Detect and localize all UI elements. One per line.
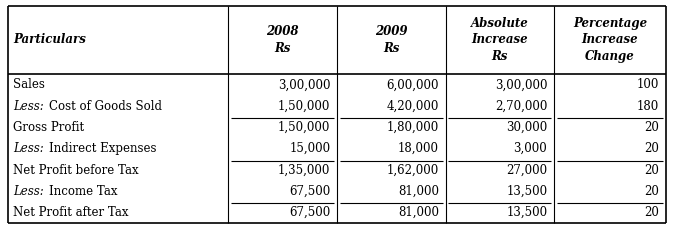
Text: 81,000: 81,000 bbox=[398, 185, 439, 198]
Text: 2,70,000: 2,70,000 bbox=[495, 100, 547, 113]
Text: Absolute: Absolute bbox=[471, 17, 528, 30]
Text: 27,000: 27,000 bbox=[506, 164, 547, 177]
Text: 180: 180 bbox=[637, 100, 659, 113]
Text: Rs: Rs bbox=[383, 41, 400, 55]
Text: 20: 20 bbox=[644, 142, 659, 155]
Text: Increase: Increase bbox=[582, 33, 638, 46]
Text: 4,20,000: 4,20,000 bbox=[386, 100, 439, 113]
Text: 1,50,000: 1,50,000 bbox=[278, 121, 330, 134]
Text: 20: 20 bbox=[644, 164, 659, 177]
Text: 20: 20 bbox=[644, 206, 659, 219]
Text: Less:: Less: bbox=[13, 185, 44, 198]
Text: 30,000: 30,000 bbox=[506, 121, 547, 134]
Text: Indirect Expenses: Indirect Expenses bbox=[49, 142, 156, 155]
Text: Less:: Less: bbox=[13, 100, 44, 113]
Text: Less:: Less: bbox=[13, 142, 44, 155]
Text: 81,000: 81,000 bbox=[398, 206, 439, 219]
Text: 2009: 2009 bbox=[375, 25, 408, 38]
Text: Gross Profit: Gross Profit bbox=[13, 121, 85, 134]
Text: Rs: Rs bbox=[491, 49, 508, 63]
Text: 1,80,000: 1,80,000 bbox=[387, 121, 439, 134]
Text: Change: Change bbox=[585, 49, 635, 63]
Text: 3,000: 3,000 bbox=[514, 142, 547, 155]
Text: Net Profit after Tax: Net Profit after Tax bbox=[13, 206, 129, 219]
Text: 1,35,000: 1,35,000 bbox=[278, 164, 330, 177]
Text: Income Tax: Income Tax bbox=[49, 185, 117, 198]
Text: 18,000: 18,000 bbox=[398, 142, 439, 155]
Text: 67,500: 67,500 bbox=[289, 185, 330, 198]
Text: 2008: 2008 bbox=[266, 25, 299, 38]
Text: Particulars: Particulars bbox=[13, 33, 86, 46]
Text: Rs: Rs bbox=[274, 41, 291, 55]
Text: 6,00,000: 6,00,000 bbox=[386, 78, 439, 91]
Text: 13,500: 13,500 bbox=[506, 206, 547, 219]
Text: Net Profit before Tax: Net Profit before Tax bbox=[13, 164, 139, 177]
Text: 100: 100 bbox=[637, 78, 659, 91]
Text: Sales: Sales bbox=[13, 78, 45, 91]
Text: Increase: Increase bbox=[472, 33, 528, 46]
Text: 1,50,000: 1,50,000 bbox=[278, 100, 330, 113]
Text: 20: 20 bbox=[644, 121, 659, 134]
Text: 67,500: 67,500 bbox=[289, 206, 330, 219]
Text: 20: 20 bbox=[644, 185, 659, 198]
Text: 15,000: 15,000 bbox=[289, 142, 330, 155]
Text: Cost of Goods Sold: Cost of Goods Sold bbox=[49, 100, 162, 113]
Text: 13,500: 13,500 bbox=[506, 185, 547, 198]
Text: Percentage: Percentage bbox=[573, 17, 647, 30]
Text: 3,00,000: 3,00,000 bbox=[278, 78, 330, 91]
Text: 1,62,000: 1,62,000 bbox=[387, 164, 439, 177]
Text: 3,00,000: 3,00,000 bbox=[495, 78, 547, 91]
